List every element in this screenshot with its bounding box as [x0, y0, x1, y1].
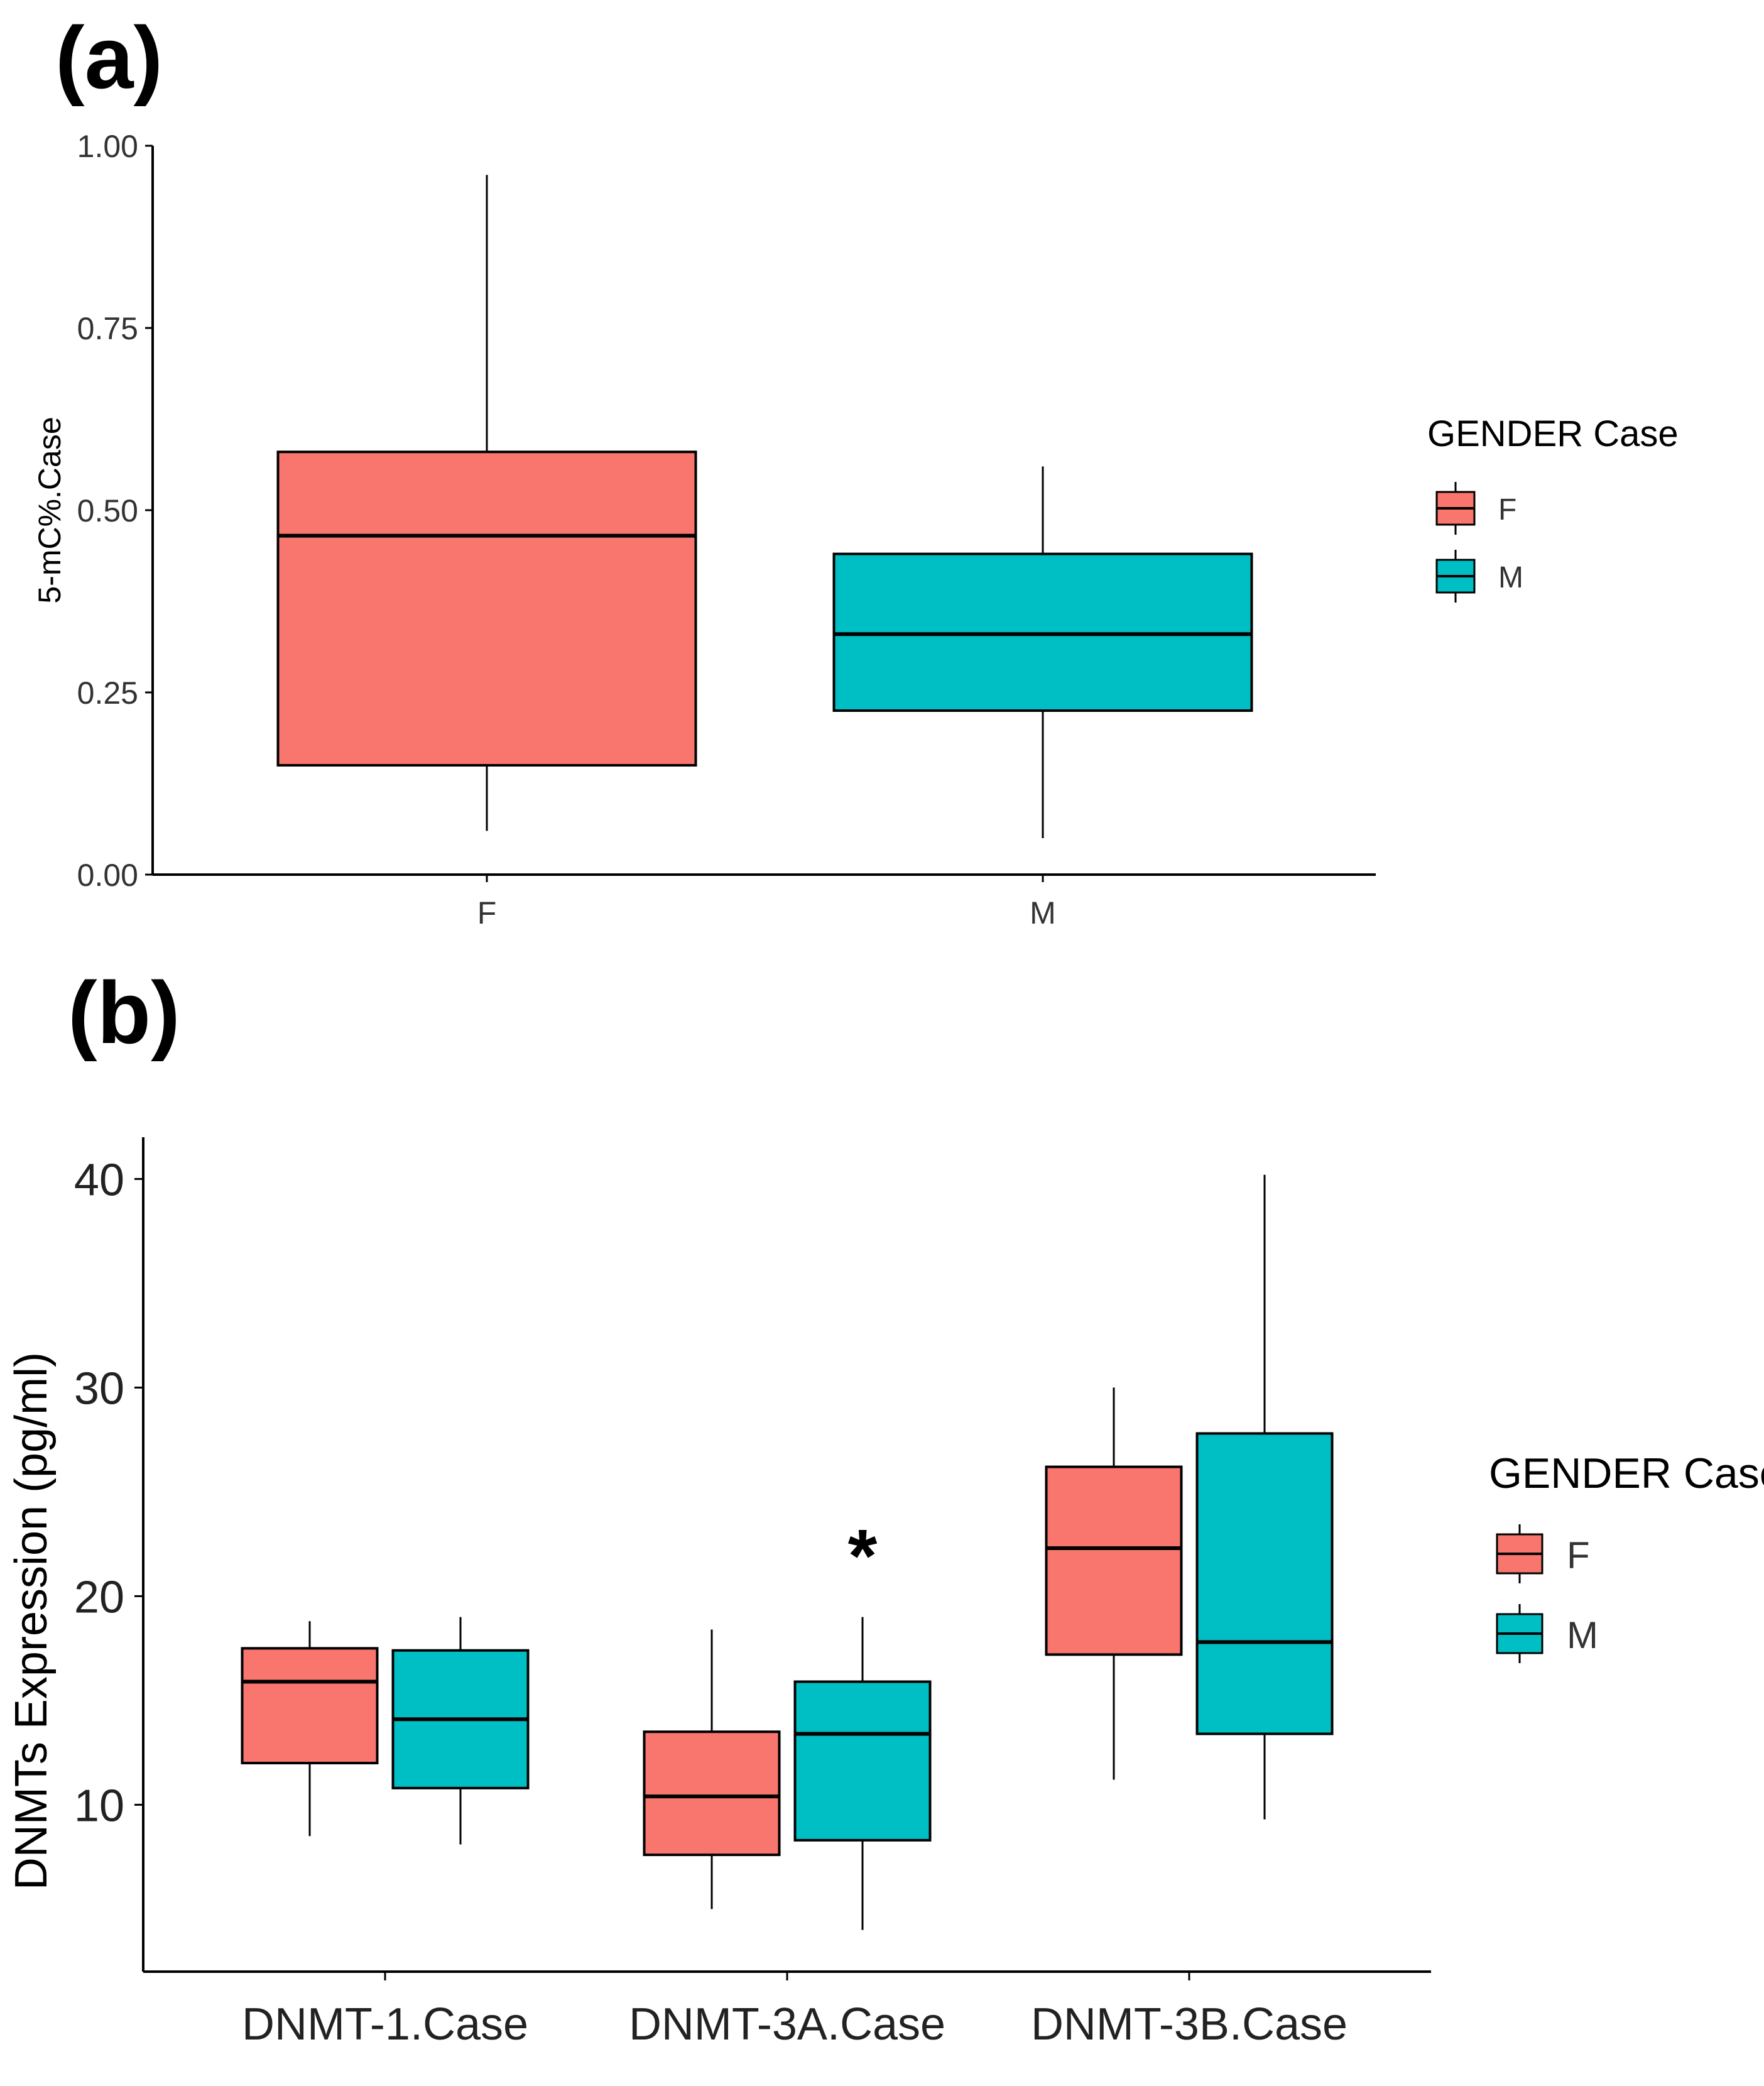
- panel-a-label: (a): [55, 8, 163, 107]
- panel-b-label: (b): [68, 963, 180, 1062]
- x-tick-label: F: [477, 895, 497, 931]
- y-tick-label: 0.50: [77, 493, 138, 528]
- panel-a-legend: GENDER Case F M: [1427, 413, 1679, 603]
- panel-b-legend: GENDER Case FM: [1489, 1450, 1764, 1663]
- box-f-box: [276, 451, 697, 767]
- box-dnmt-3b-case-f-box: [1045, 1465, 1183, 1656]
- panel-a-marks: [276, 175, 1253, 838]
- box-dnmt-3a-case-m-box: [793, 1680, 932, 1842]
- panel-a-legend-title: GENDER Case: [1427, 413, 1679, 454]
- legend-label: M: [1567, 1614, 1598, 1656]
- y-tick-label: 40: [74, 1155, 124, 1205]
- legend-label: F: [1567, 1534, 1590, 1576]
- y-tick-label: 10: [74, 1781, 124, 1831]
- x-tick-label: DNMT-3A.Case: [629, 1999, 945, 2050]
- significance-asterisk: *: [848, 1514, 878, 1598]
- panel-a-y-ticks: 0.00 0.25 0.50 0.75 1.00: [77, 129, 153, 893]
- x-tick-label: DNMT-3B.Case: [1031, 1999, 1348, 2050]
- box-dnmt-3b-case-m-box: [1195, 1432, 1334, 1735]
- y-tick-label: 30: [74, 1363, 124, 1414]
- y-tick-label: 0.75: [77, 311, 138, 346]
- panel-b-y-label: DNMTs Expression (pg/ml): [6, 1352, 57, 1890]
- legend-label: F: [1498, 493, 1516, 527]
- y-tick-label: 0.25: [77, 675, 138, 711]
- y-tick-label: 1.00: [77, 129, 138, 164]
- y-tick-label: 20: [74, 1572, 124, 1622]
- panel-a-y-label: 5-mC%.Case: [32, 417, 67, 603]
- x-tick-label: DNMT-1.Case: [242, 1999, 528, 2050]
- x-tick-label: M: [1030, 895, 1056, 931]
- panel-b-y-ticks: 10 20 30 40: [74, 1155, 143, 1831]
- panel-b-chart: 10 20 30 40 DNMT-1.Case DNMT-3A.Case DNMT-3B.…: [6, 1137, 1764, 2050]
- panel-b-x-ticks: DNMT-1.Case DNMT-3A.Case DNMT-3B.Case: [242, 1972, 1348, 2050]
- legend-label: M: [1498, 561, 1523, 594]
- box-dnmt-3a-case-f-box: [643, 1730, 781, 1857]
- panel-b-marks: [241, 1174, 1334, 1930]
- y-tick-label: 0.00: [77, 858, 138, 893]
- panel-b-legend-title: GENDER Case: [1489, 1450, 1764, 1497]
- box-dnmt-1-case-f-box: [241, 1647, 379, 1764]
